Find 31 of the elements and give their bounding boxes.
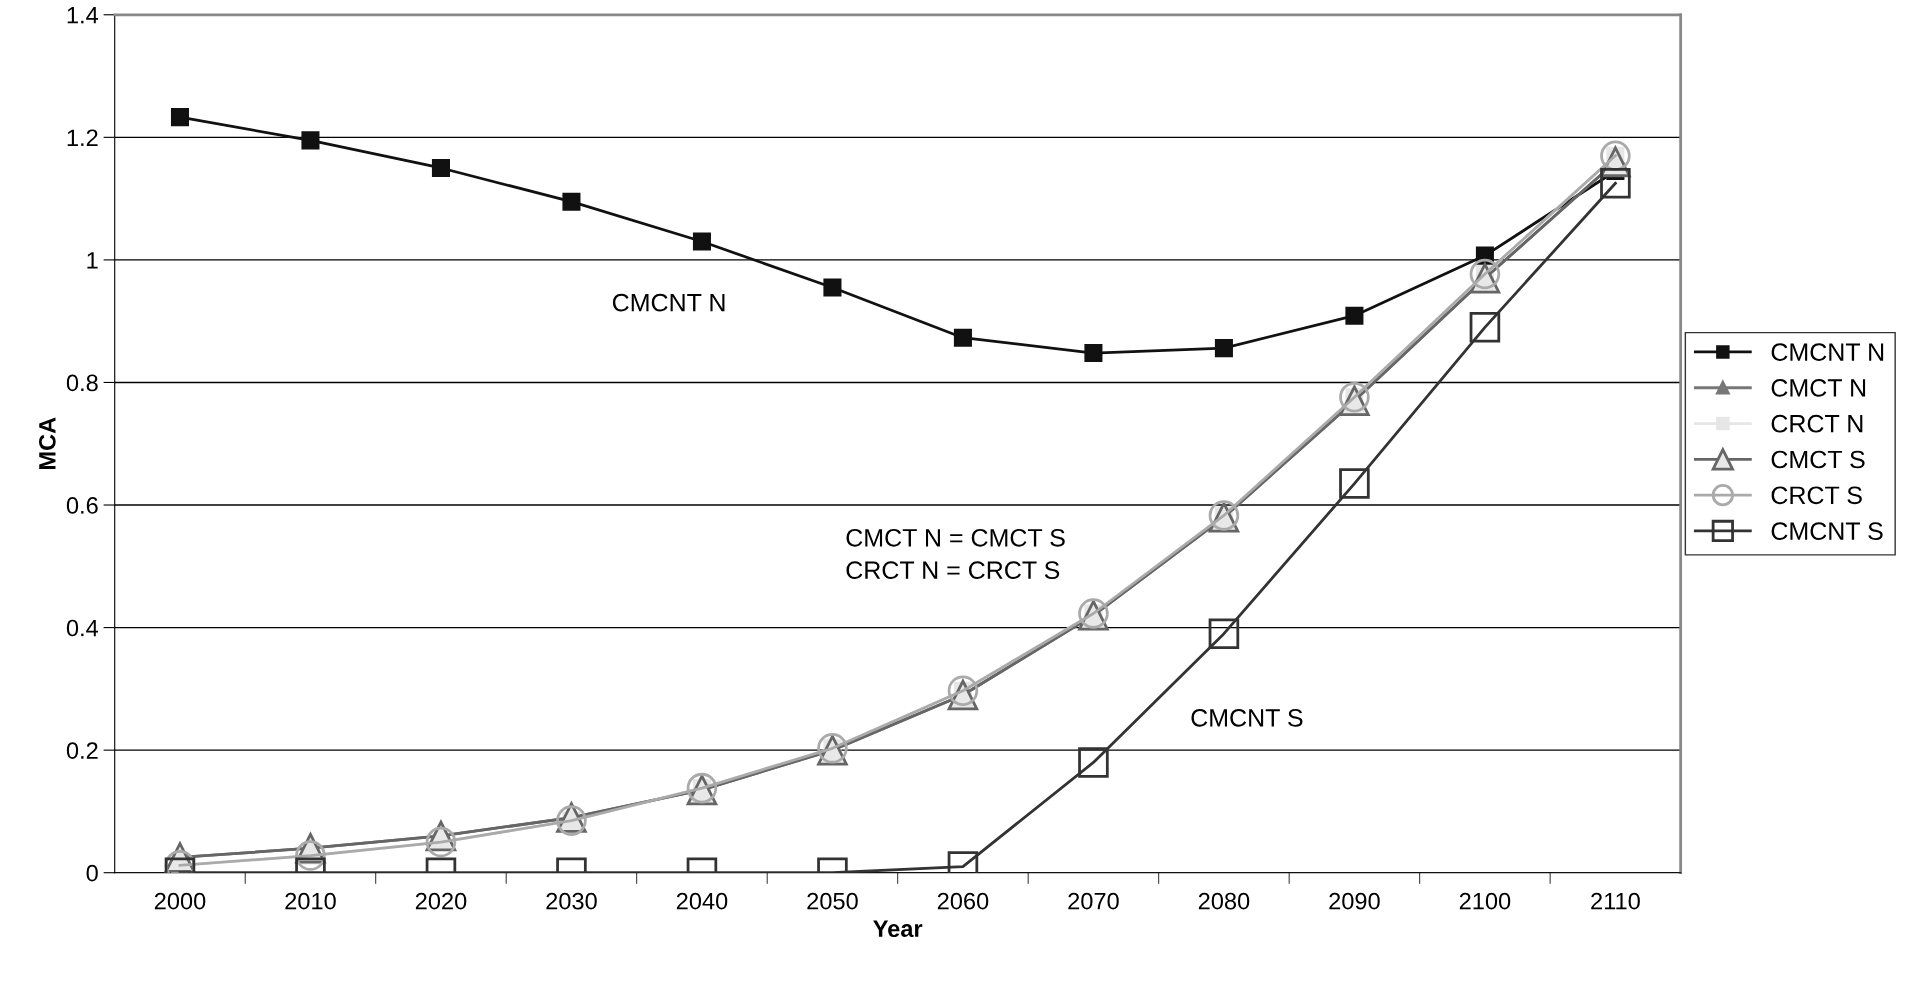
y-tick-label: 0.4 — [66, 619, 99, 637]
legend-label: CMCT S — [1771, 450, 1865, 469]
legend-label: CRCT N — [1771, 414, 1863, 433]
y-tick-label: 0.8 — [66, 374, 98, 392]
legend-label: CMCT N — [1771, 379, 1866, 397]
x-tick-label: 2020 — [415, 892, 467, 910]
x-tick-label: 2050 — [807, 892, 858, 910]
x-axis-title: Year — [873, 920, 923, 938]
x-tick-label: 2070 — [1068, 892, 1119, 910]
x-tick-label: 2100 — [1459, 892, 1511, 910]
annotation: CMCT N = CMCT S CRCT N = CRCT S — [846, 528, 1065, 580]
x-tick-label: 2000 — [154, 892, 206, 910]
y-tick-label: 1 — [87, 252, 98, 269]
y-tick-label: 0.6 — [66, 497, 98, 514]
x-tick-label: 2110 — [1591, 892, 1640, 910]
legend-label: CRCT S — [1771, 486, 1862, 505]
x-tick-label: 2010 — [285, 892, 336, 910]
x-tick-label: 2040 — [676, 892, 728, 910]
legend-label: CMCNT S — [1771, 522, 1883, 540]
y-tick-label: 0.2 — [66, 742, 98, 759]
y-tick-label: 1.4 — [67, 7, 99, 24]
annotation: CMCNT S — [1191, 709, 1303, 727]
y-tick-label: 0 — [86, 864, 98, 882]
y-tick-label: 1.2 — [67, 129, 98, 146]
x-tick-label: 2080 — [1198, 892, 1250, 910]
legend-label: CMCNT N — [1771, 343, 1884, 361]
y-axis-title: MCA — [38, 417, 56, 470]
annotation: CMCNT N — [612, 293, 725, 312]
x-tick-label: 2090 — [1329, 892, 1380, 910]
x-tick-label: 2030 — [546, 892, 597, 910]
x-tick-label: 2060 — [937, 892, 989, 910]
